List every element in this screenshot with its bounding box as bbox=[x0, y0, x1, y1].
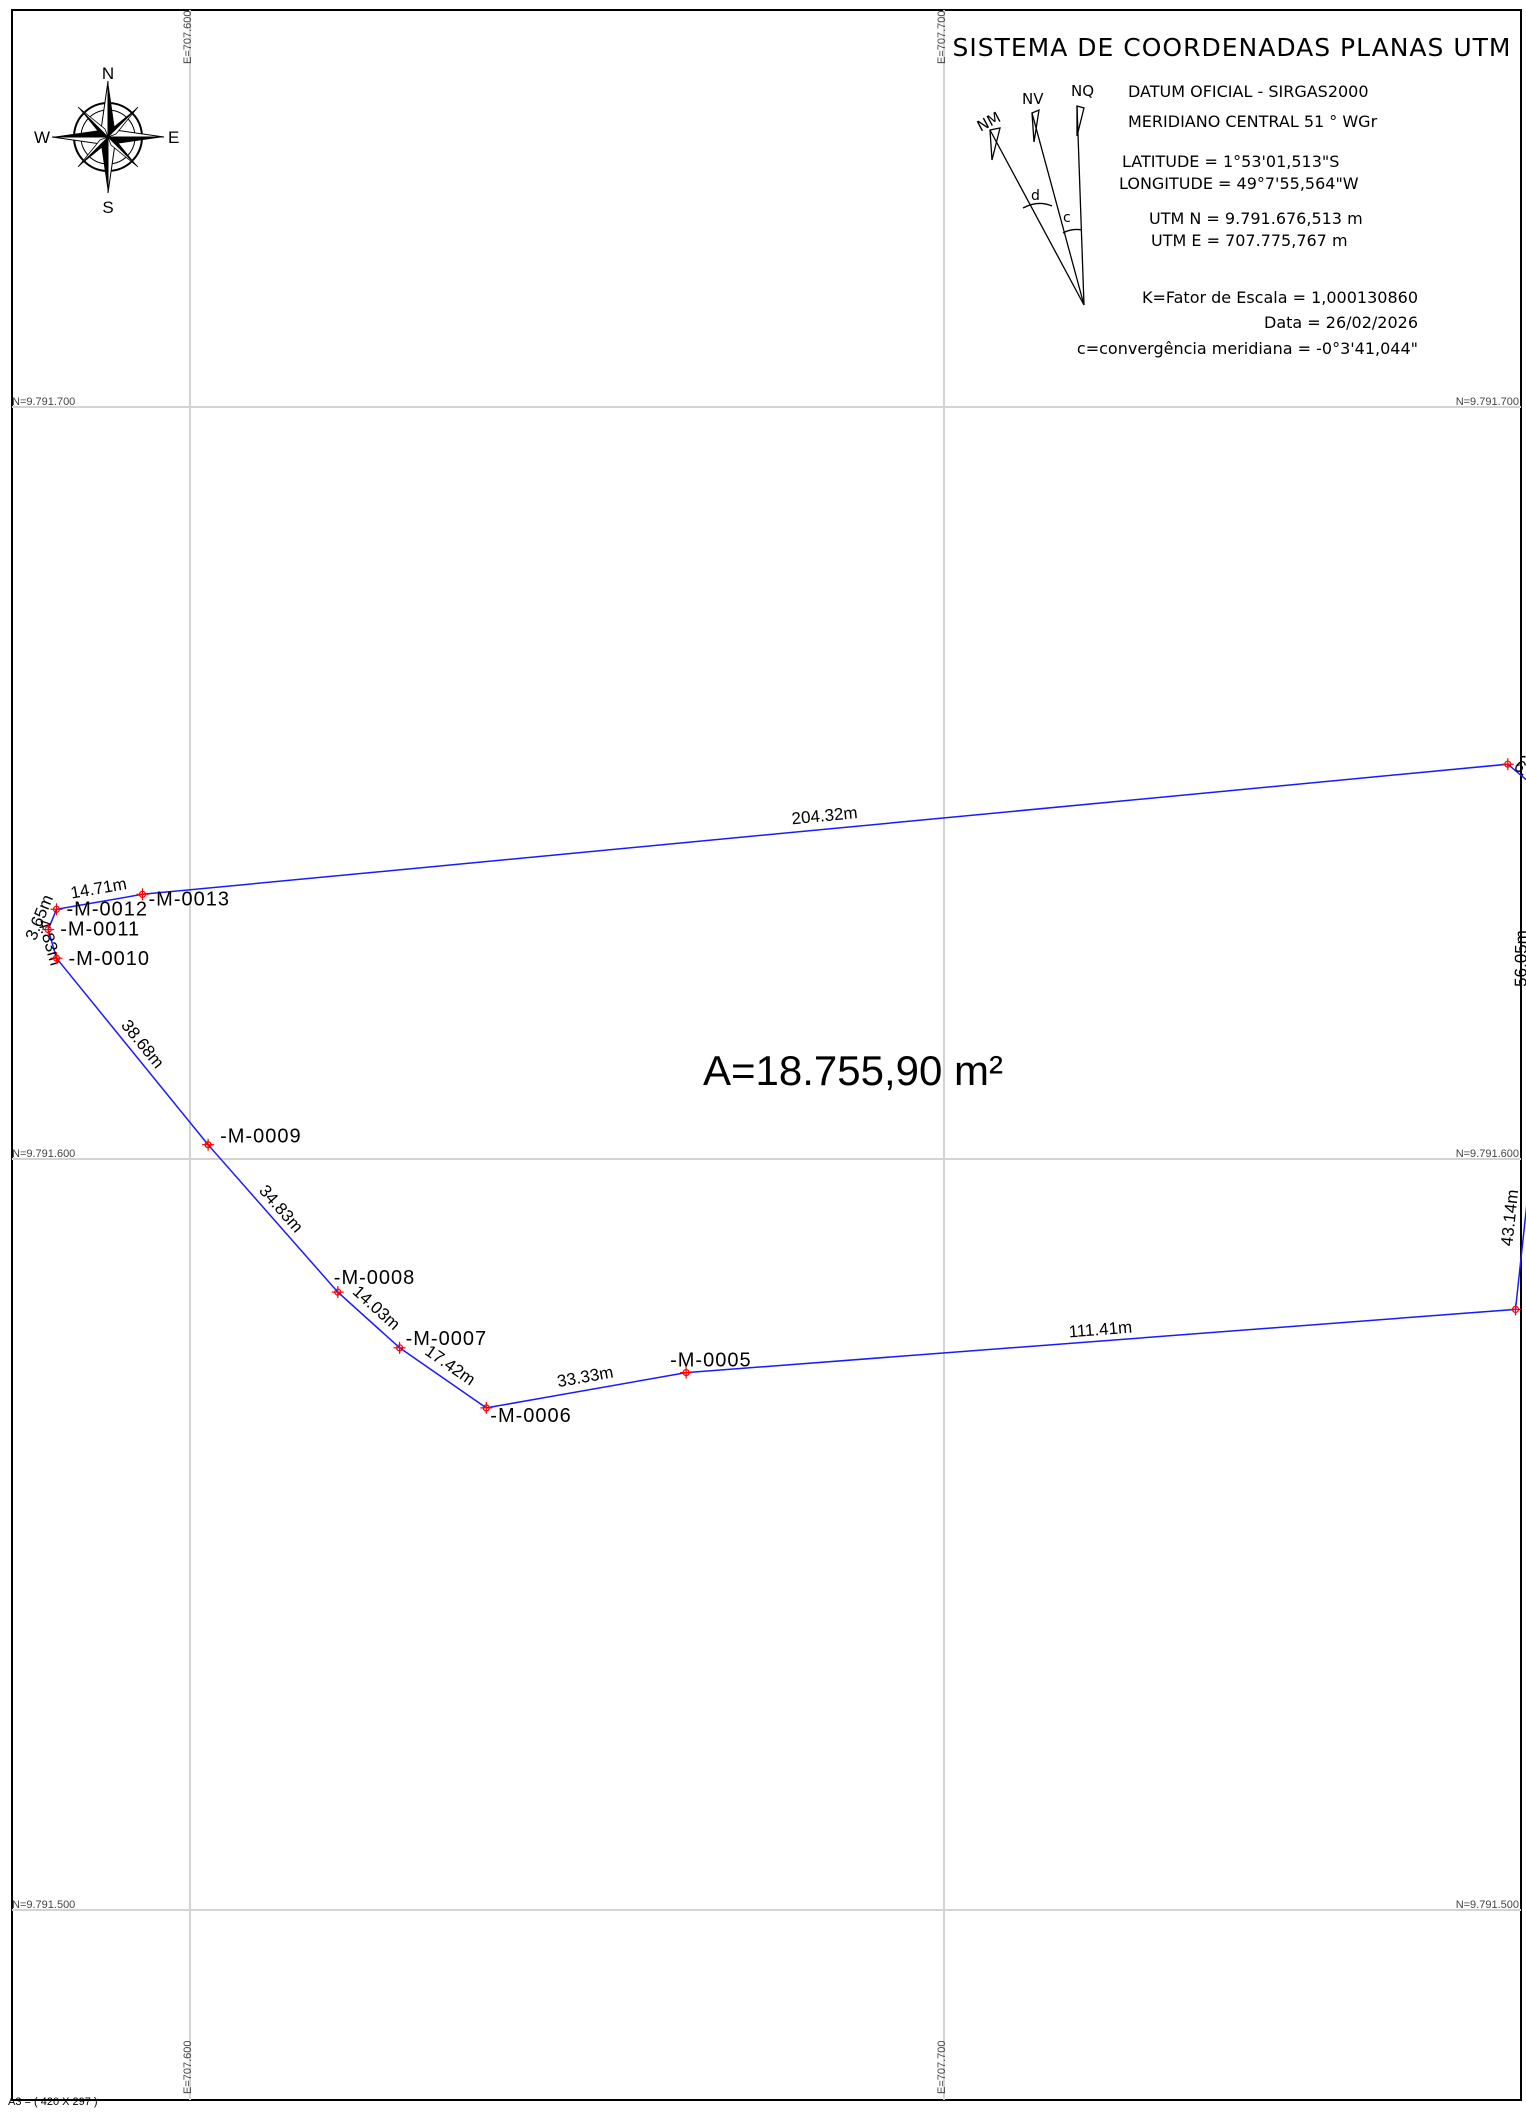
latitude-text: LATITUDE = 1°53'01,513"S bbox=[1122, 152, 1339, 171]
area-label: A=18.755,90 m² bbox=[703, 1047, 1003, 1094]
grid-label-n-9791500-left: N=9.791.500 bbox=[12, 1899, 75, 1911]
vertex-label: -M-0005 bbox=[670, 1350, 751, 1372]
compass-n-label: N bbox=[102, 64, 114, 83]
angle-d-arc bbox=[1022, 202, 1053, 209]
nq-line bbox=[1076, 105, 1085, 306]
vertex-marker-icon bbox=[393, 1341, 406, 1354]
vertex-marker-icon bbox=[331, 1286, 344, 1299]
date-text: Data = 26/02/2026 bbox=[1264, 313, 1418, 332]
vertex-marker-icon bbox=[136, 888, 149, 901]
c-label: c bbox=[1063, 210, 1071, 226]
vertex-label: -M-0008 bbox=[334, 1267, 415, 1289]
grid bbox=[12, 10, 1521, 2100]
distance-label: 43.14m bbox=[1497, 1189, 1522, 1247]
nv-line bbox=[1031, 112, 1085, 306]
grid-labels: E=707.600 E=707.700 E=707.600 E=707.700 … bbox=[12, 10, 1519, 2094]
vertex-label: -M-0009 bbox=[220, 1126, 301, 1148]
nm-arrow-icon bbox=[989, 127, 1001, 161]
d-label: d bbox=[1031, 188, 1040, 204]
distance-label: 111.41m bbox=[1068, 1318, 1133, 1342]
grid-label-e-707600-bottom: E=707.600 bbox=[182, 2040, 194, 2094]
map-frame bbox=[11, 9, 1522, 2101]
vertex-label: -M-0012 bbox=[67, 898, 148, 920]
angle-c-arc bbox=[1062, 228, 1083, 234]
parcel-boundary bbox=[47, 763, 1526, 1409]
vertex-label: -M-0013 bbox=[149, 888, 230, 910]
compass-star bbox=[51, 80, 165, 194]
vertex-marker-icon bbox=[1509, 1303, 1522, 1316]
north-diagram bbox=[989, 105, 1085, 306]
nq-label: NQ bbox=[1071, 82, 1094, 100]
distance-label: 56.05m bbox=[1511, 930, 1526, 987]
header-title: SISTEMA DE COORDENADAS PLANAS UTM bbox=[953, 33, 1512, 62]
vertex-marker-icon bbox=[50, 903, 63, 916]
meridian-text: MERIDIANO CENTRAL 51 ° WGr bbox=[1128, 112, 1378, 131]
vertex-label: -M-0006 bbox=[490, 1405, 571, 1427]
vertex-marker-icon bbox=[42, 923, 55, 936]
compass-rose-icon: N S E W bbox=[34, 64, 179, 217]
nv-arrow-icon bbox=[1031, 108, 1040, 143]
vertex-marker-icon bbox=[1501, 758, 1514, 771]
vertex-marker-icon bbox=[680, 1366, 693, 1379]
grid-label-n-9791500-right: N=9.791.500 bbox=[1456, 1899, 1519, 1911]
compass-s-label: S bbox=[102, 198, 113, 217]
vertex-label: -M-0001 bbox=[1520, 745, 1526, 767]
vertex-marker-icon bbox=[202, 1138, 215, 1151]
grid-label-n-9791700-right: N=9.791.700 bbox=[1456, 396, 1519, 408]
grid-label-n-9791700-left: N=9.791.700 bbox=[12, 396, 75, 408]
vertex-marker-icon bbox=[480, 1401, 493, 1414]
grid-label-e-707700-top: E=707.700 bbox=[936, 10, 948, 64]
nv-label: NV bbox=[1022, 90, 1044, 108]
vertex-label: -M-0011 bbox=[60, 919, 140, 941]
sheet-size-note: A3 = ( 420 X 297 ) bbox=[8, 2096, 98, 2108]
compass-w-label: W bbox=[34, 128, 50, 147]
grid-label-e-707600-top: E=707.600 bbox=[182, 10, 194, 64]
datum-text: DATUM OFICIAL - SIRGAS2000 bbox=[1128, 82, 1369, 101]
coordinate-system-header: SISTEMA DE COORDENADAS PLANAS UTM NM NV … bbox=[953, 33, 1512, 358]
compass-e-label: E bbox=[168, 128, 179, 147]
grid-label-n-9791600-right: N=9.791.600 bbox=[1456, 1148, 1519, 1160]
distance-label: 204.32m bbox=[791, 803, 859, 828]
vertex-label: -M-0007 bbox=[406, 1328, 487, 1350]
nm-line bbox=[989, 129, 1085, 306]
nq-arrow-icon bbox=[1076, 105, 1085, 137]
longitude-text: LONGITUDE = 49°7'55,564"W bbox=[1119, 174, 1359, 193]
grid-label-e-707700-bottom: E=707.700 bbox=[936, 2040, 948, 2094]
vertex-label: -M-0010 bbox=[69, 948, 150, 970]
utm-n-text: UTM N = 9.791.676,513 m bbox=[1149, 209, 1363, 228]
scale-factor-text: K=Fator de Escala = 1,000130860 bbox=[1142, 288, 1418, 307]
vertex-marker-icon bbox=[50, 952, 63, 965]
grid-label-n-9791600-left: N=9.791.600 bbox=[12, 1148, 75, 1160]
utm-e-text: UTM E = 707.775,767 m bbox=[1151, 231, 1348, 250]
convergence-text: c=convergência meridiana = -0°3'41,044" bbox=[1077, 339, 1418, 358]
